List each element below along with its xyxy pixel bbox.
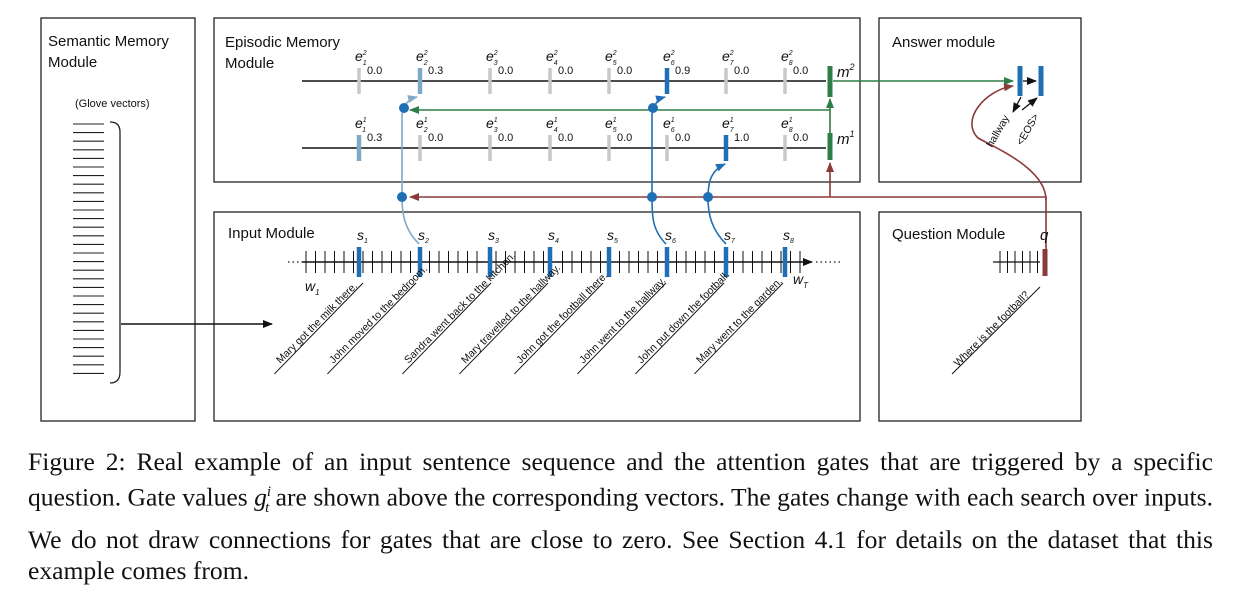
pass2-gate-value: 0.0 (558, 65, 573, 77)
pass1-gate-value: 0.0 (793, 132, 808, 144)
dot-s7-input (703, 192, 713, 202)
pass1-gate-value: 0.3 (367, 132, 382, 144)
pass2-episode-label: e2 4 (546, 48, 558, 67)
q-label: q (1040, 227, 1049, 244)
sentence-vector-label: s8 (783, 227, 794, 245)
pass2-episode-label: e2 6 (663, 48, 675, 67)
dot-s2-pass2 (399, 103, 409, 113)
dmn-diagram: Semantic Memory Module (Glove vectors) E… (0, 0, 1235, 425)
episodic-title-line1: Episodic Memory (225, 34, 341, 51)
figure-caption: Figure 2: Real example of an input sente… (28, 446, 1213, 586)
sentence-vector-label: s2 (418, 227, 429, 245)
pass1-gate-value: 0.0 (617, 132, 632, 144)
answer-output-arrow-1 (1013, 97, 1021, 112)
pass2-gate-value: 0.3 (428, 65, 443, 77)
pass1-episode-label: e1 1 (355, 115, 367, 134)
sentence-vector-label: s4 (548, 227, 559, 245)
glove-bracket (110, 122, 120, 383)
episodic-title-line2: Module (225, 55, 274, 72)
input-to-episodic-curves (402, 97, 726, 244)
pass2-gate-value: 0.0 (498, 65, 513, 77)
episodic-marks: 0.0e2 10.3e2 20.0e2 30.0e2 40.0e2 50.9e2 60.0e… (355, 48, 808, 161)
pass2-gate-value: 0.0 (617, 65, 632, 77)
semantic-memory-box (41, 18, 195, 421)
pass1-episode-label: e1 8 (781, 115, 793, 134)
pass1-episode-label: e1 6 (663, 115, 675, 134)
pass2-gate-value: 0.0 (793, 65, 808, 77)
sentence-text: John put down the football. (635, 269, 732, 366)
pass2-gate-value: 0.0 (367, 65, 382, 77)
semantic-title-line2: Module (48, 54, 97, 71)
glove-vector-stack (73, 124, 104, 373)
sentence-text: Mary travelled to the hallway. (459, 262, 563, 366)
pass1-gate-value: 0.0 (498, 132, 513, 144)
pass2-episode-label: e2 5 (605, 48, 617, 67)
pass2-episode-label: e2 2 (416, 48, 428, 67)
w1-label: w1 (305, 278, 320, 297)
sentence-vector-label: s7 (724, 227, 736, 245)
input-title: Input Module (228, 225, 315, 242)
answer-feedback-arrow (1022, 98, 1037, 110)
pass1-episode-label: e1 4 (546, 115, 558, 134)
sentence-vector-label: s3 (488, 227, 499, 245)
pass2-episode-label: e2 7 (722, 48, 735, 67)
question-to-answer-curve (972, 86, 1046, 200)
sentence-vector-label: s6 (665, 227, 676, 245)
dot-s6-input (647, 192, 657, 202)
question-title: Question Module (892, 226, 1005, 243)
sentence-vector-label: s1 (357, 227, 368, 245)
pass1-episode-label: e1 3 (486, 115, 498, 134)
pass1-gate-value: 0.0 (675, 132, 690, 144)
pass1-gate-value: 0.0 (558, 132, 573, 144)
pass2-gate-value: 0.9 (675, 65, 690, 77)
m2-label: m2 (837, 62, 855, 81)
pass1-episode-label: e1 2 (416, 115, 428, 134)
answer-word-eos: <EOS> (1014, 112, 1042, 148)
pass1-gate-value: 1.0 (734, 132, 749, 144)
dot-s2-input (397, 192, 407, 202)
question-module-box (879, 212, 1081, 421)
m1-label: m1 (837, 129, 855, 148)
answer-word-hallway: hallway (984, 113, 1012, 150)
wT-label: wT (793, 271, 809, 290)
pass2-episode-label: e2 3 (486, 48, 498, 67)
pass2-episode-label: e2 8 (781, 48, 793, 67)
dot-s6-pass2 (648, 103, 658, 113)
glove-label: (Glove vectors) (75, 98, 150, 110)
pass1-episode-label: e1 5 (605, 115, 617, 134)
answer-title: Answer module (892, 34, 995, 51)
input-module-box (214, 212, 860, 421)
sentence-vector-label: s5 (607, 227, 618, 245)
semantic-title-line1: Semantic Memory (48, 33, 169, 50)
pass2-gate-value: 0.0 (734, 65, 749, 77)
pass1-gate-value: 0.0 (428, 132, 443, 144)
pass2-episode-label: e2 1 (355, 48, 367, 67)
pass1-episode-label: e1 7 (722, 115, 735, 134)
question-sentence: Where is the football? (952, 289, 1032, 369)
input-sentences: Mary got the milk there.John moved to th… (274, 250, 785, 374)
